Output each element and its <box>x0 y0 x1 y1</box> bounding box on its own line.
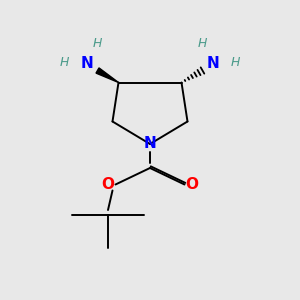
Text: H: H <box>198 37 207 50</box>
Text: N: N <box>207 56 219 70</box>
Text: O: O <box>101 177 115 192</box>
Text: N: N <box>81 56 93 70</box>
Text: O: O <box>185 177 199 192</box>
Text: H: H <box>93 37 102 50</box>
Text: N: N <box>144 136 156 152</box>
Text: H: H <box>231 56 240 70</box>
Polygon shape <box>96 68 118 82</box>
Text: H: H <box>60 56 69 70</box>
